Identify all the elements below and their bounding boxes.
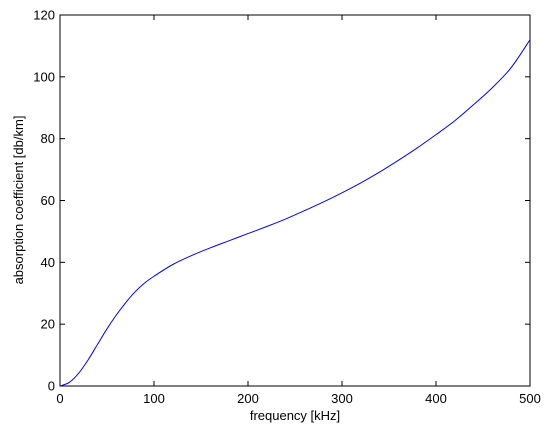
x-tick-label: 200	[237, 391, 259, 406]
x-tick-label: 100	[143, 391, 165, 406]
y-axis-label: absorption coefficient [db/km]	[11, 116, 26, 285]
y-tick-label: 20	[41, 317, 55, 332]
y-tick-label: 80	[41, 131, 55, 146]
plot-area	[59, 14, 531, 387]
y-tick-label: 0	[48, 379, 55, 394]
x-tick-label: 300	[331, 391, 353, 406]
y-tick-label: 100	[33, 69, 55, 84]
x-axis-label: frequency [kHz]	[250, 408, 340, 423]
series-layer	[59, 39, 531, 387]
x-tick-label: 500	[519, 391, 541, 406]
y-tick-label: 40	[41, 255, 55, 270]
y-tick-label: 60	[41, 193, 55, 208]
y-tick-label: 120	[33, 8, 55, 23]
series-line-1	[59, 39, 531, 387]
axis-ticks: 0 100 200 300 400 500 0 20 40 60 80 100 120	[33, 8, 541, 407]
x-tick-label: 0	[56, 391, 63, 406]
x-tick-label: 400	[425, 391, 447, 406]
